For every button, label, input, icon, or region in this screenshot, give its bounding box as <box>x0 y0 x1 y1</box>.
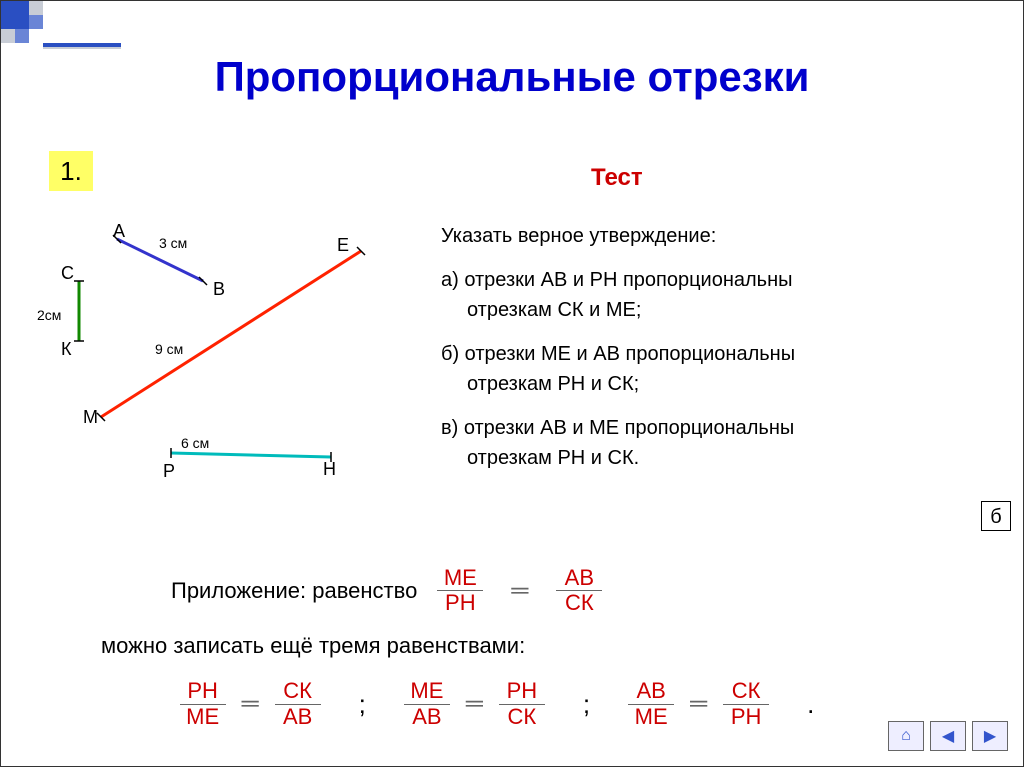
next-button[interactable]: ▶ <box>972 721 1008 751</box>
dim-ck: 2см <box>37 307 61 323</box>
pt-C: С <box>61 263 74 284</box>
appendix-tail: можно записать ещё тремя равенствами: <box>1 633 1023 659</box>
equals-icon: ═ <box>511 577 528 605</box>
segment-me <box>101 251 361 417</box>
home-icon: ⌂ <box>901 727 911 745</box>
corner-decoration <box>1 1 121 56</box>
dim-ab: 3 см <box>159 235 187 251</box>
question-prompt: Указать верное утверждение: <box>441 221 963 251</box>
question-block: Указать верное утверждение: а) отрезки А… <box>441 221 963 487</box>
opt-b-l1: б) отрезки МЕ и АВ пропорциональны <box>441 343 795 365</box>
frac-me-ph: МЕ РН <box>437 566 483 615</box>
segment-ph <box>171 453 331 457</box>
frac-ab-ck: АВ СК <box>556 566 602 615</box>
answer-box: б <box>981 501 1011 531</box>
next-icon: ▶ <box>984 726 996 746</box>
opt-a-l2: отрезкам СК и МЕ; <box>441 299 641 321</box>
pt-H: Н <box>323 459 336 480</box>
home-button[interactable]: ⌂ <box>888 721 924 751</box>
pt-P: Р <box>163 461 175 482</box>
segments-diagram: А В С К М Е Р Н 3 см 2см 9 см 6 см <box>31 221 431 481</box>
appendix-block: Приложение: равенство МЕ РН ═ АВ СК можн… <box>1 566 1023 729</box>
opt-c-l1: в) отрезки АВ и МЕ пропорциональны <box>441 417 794 439</box>
prev-icon: ◀ <box>942 726 954 746</box>
pt-A: А <box>113 221 125 242</box>
appendix-label: Приложение: равенство <box>171 578 417 604</box>
opt-a-l1: а) отрезки АВ и РН пропорциональны <box>441 269 793 291</box>
pt-E: Е <box>337 235 349 256</box>
opt-c-l2: отрезкам РН и СК. <box>441 447 639 469</box>
nav-controls: ⌂ ◀ ▶ <box>888 721 1008 751</box>
slide-title: Пропорциональные отрезки <box>1 53 1023 101</box>
dim-me: 9 см <box>155 341 183 357</box>
dim-ph: 6 см <box>181 435 209 451</box>
test-heading: Тест <box>591 164 643 192</box>
pt-B: В <box>213 279 225 300</box>
pt-M: М <box>83 407 98 428</box>
equalities-row: РНМЕ ═ СКАВ ; МЕАВ ═ РНСК ; АВМЕ ═ СКРН … <box>1 679 1023 728</box>
prev-button[interactable]: ◀ <box>930 721 966 751</box>
opt-b-l2: отрезкам РН и СК; <box>441 373 639 395</box>
task-number-box: 1. <box>49 151 93 191</box>
pt-K: К <box>61 339 72 360</box>
